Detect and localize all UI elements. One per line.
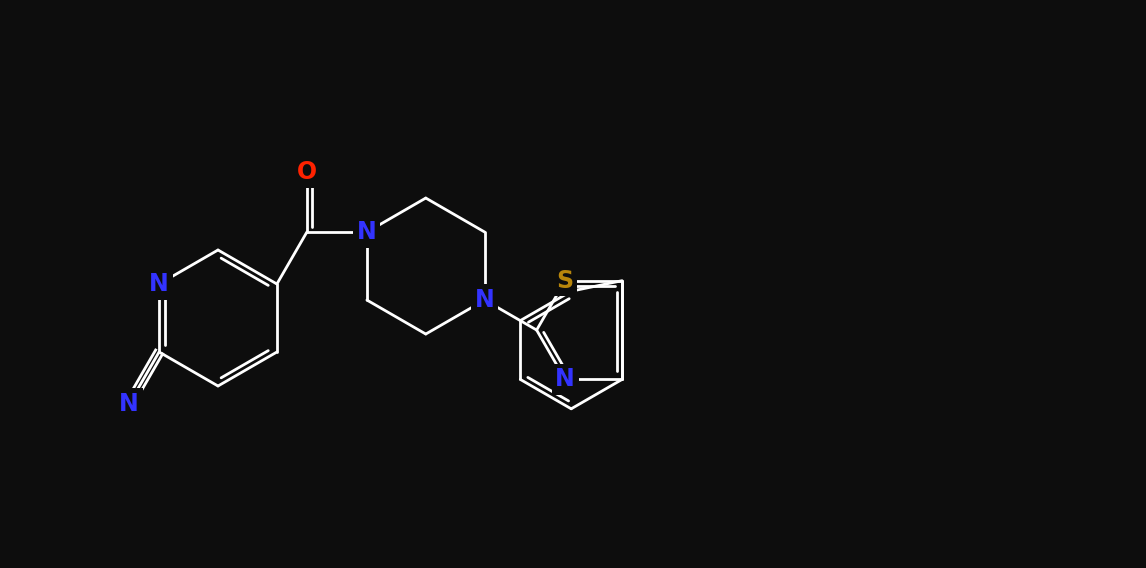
Text: S: S	[557, 269, 574, 293]
Text: N: N	[556, 367, 575, 391]
Text: N: N	[474, 288, 495, 312]
Text: N: N	[149, 272, 168, 296]
Text: N: N	[119, 392, 139, 416]
Text: O: O	[297, 160, 317, 184]
Text: N: N	[358, 220, 377, 244]
